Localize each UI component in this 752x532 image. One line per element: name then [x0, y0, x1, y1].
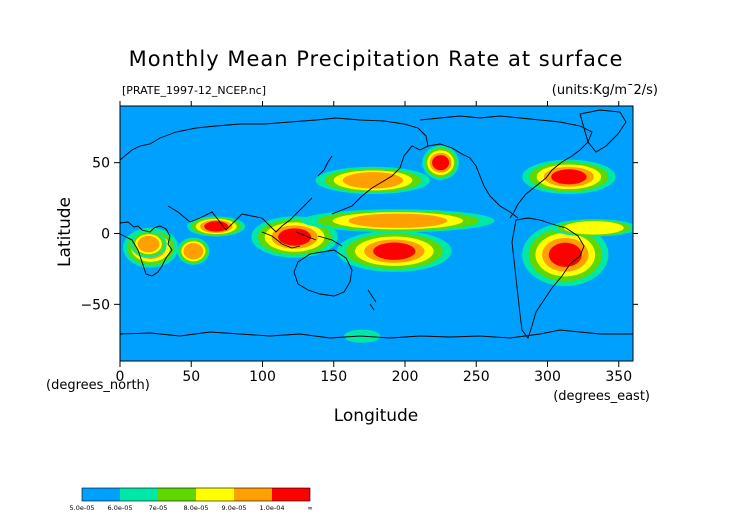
- coastline-antarctica: [120, 329, 633, 339]
- colorbar-frame: [81, 487, 311, 502]
- x-tick-label: 300: [534, 369, 561, 385]
- x-axis-units: (degrees_east): [553, 389, 650, 404]
- precip-region: [522, 223, 609, 287]
- precip-region: [522, 159, 616, 194]
- coastline-south-asia: [167, 197, 313, 233]
- x-tick-label: 50: [182, 369, 200, 385]
- x-tick-label: 100: [249, 369, 276, 385]
- colorbar-label: 6.0e-05: [108, 504, 133, 512]
- precip-contour: [183, 243, 204, 260]
- colorbar-swatch: [120, 488, 158, 501]
- chart-title: Monthly Mean Precipitation Rate at surfa…: [129, 47, 624, 71]
- precip-region: [187, 216, 246, 237]
- colorbar-swatch: [196, 488, 234, 501]
- y-tick-label: 50: [92, 156, 110, 172]
- precip-region: [251, 216, 338, 258]
- colorbar-label: 9.0e-05: [222, 504, 247, 512]
- precip-contour: [278, 228, 312, 246]
- colorbar: 5.0e-05 6.0e-05 7e-05 8.0e-05 9.0e-05 1.0e-04…: [70, 487, 313, 512]
- coastline-eurasia: [120, 117, 429, 215]
- x-axis-title: Longitude: [334, 406, 419, 426]
- precip-contour: [348, 213, 448, 228]
- y-axis-title: Latitude: [55, 197, 75, 267]
- colorbar-label: ∞: [307, 504, 312, 512]
- precip-contour: [342, 172, 404, 189]
- precip-region: [422, 145, 459, 180]
- colorbar-label: 7e-05: [149, 504, 168, 512]
- colorbar-label: 1.0e-04: [260, 504, 285, 512]
- x-tick-label: 250: [463, 369, 490, 385]
- colorbar-swatch: [158, 488, 196, 501]
- units-label: (units:Kg/m¯2/s): [552, 83, 658, 98]
- colorbar-label: 5.0e-05: [70, 504, 95, 512]
- y-axis-units: (degrees_north): [46, 378, 150, 393]
- coastline-new-zealand: [367, 289, 377, 311]
- precip-region: [177, 237, 210, 265]
- coastline-greenland: [579, 109, 627, 153]
- source-label: [PRATE_1997-12_NCEP.nc]: [122, 84, 266, 97]
- coastline-indonesia: [261, 231, 343, 249]
- coastline-japan: [317, 155, 333, 177]
- precip-contour: [548, 242, 582, 267]
- colorbar-swatch: [272, 488, 310, 501]
- x-tick-label: 150: [320, 369, 347, 385]
- coastline-australia: [293, 249, 353, 297]
- precip-contour: [137, 235, 160, 253]
- precip-region: [550, 219, 633, 237]
- x-tick-label: 200: [392, 369, 419, 385]
- y-tick-label: 0: [101, 227, 110, 243]
- y-tick-label: −50: [80, 297, 110, 313]
- precip-contour: [432, 155, 450, 171]
- precipitation-field: [123, 145, 633, 343]
- y-axis: 50 0 −50: [80, 156, 638, 313]
- colorbar-label: 8.0e-05: [184, 504, 209, 512]
- precip-contour: [373, 242, 416, 260]
- precip-region: [315, 166, 431, 194]
- coastline-south-america: [511, 217, 585, 339]
- precip-contour: [204, 221, 229, 232]
- coastline-africa: [120, 221, 173, 277]
- precip-contour: [551, 169, 587, 185]
- x-tick-label: 350: [605, 369, 632, 385]
- coastlines: [120, 109, 633, 339]
- precip-region: [301, 209, 495, 233]
- colorbar-swatch: [82, 488, 120, 501]
- precip-contour: [563, 221, 624, 235]
- x-axis: 0 50 100 150 200 250 300 350: [116, 101, 632, 385]
- x-tick-label: 0: [116, 369, 125, 385]
- colorbar-swatch: [234, 488, 272, 501]
- precip-region: [130, 230, 167, 258]
- precip-region: [336, 230, 452, 272]
